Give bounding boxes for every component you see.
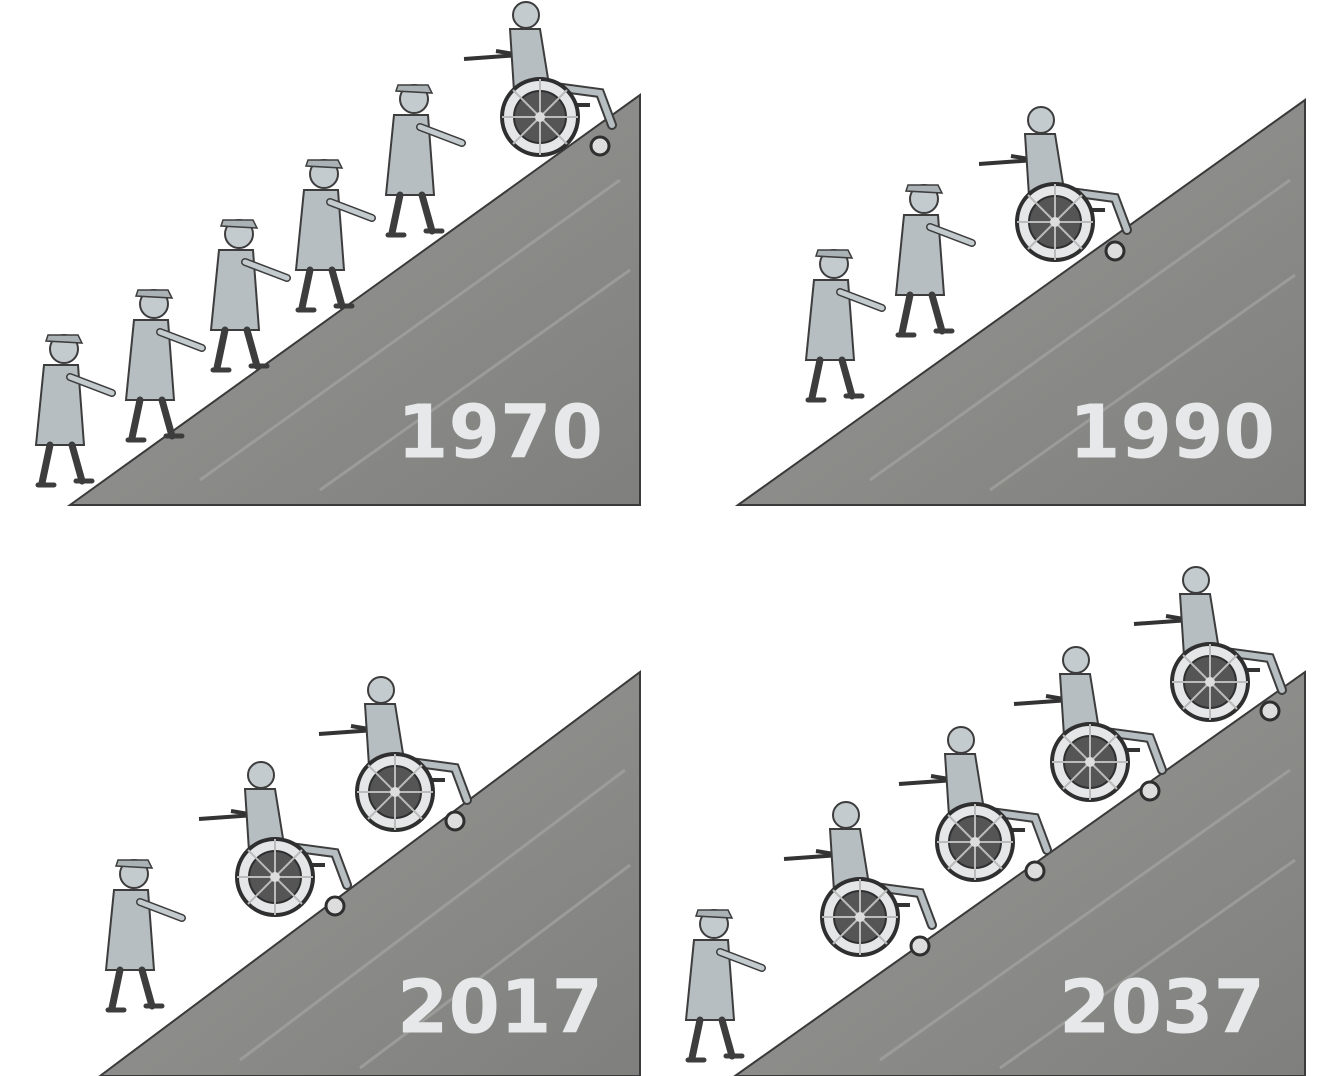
person xyxy=(211,220,287,370)
cartoon: 1970 1990 2017 2037 xyxy=(0,0,1325,1076)
year-label: 1970 xyxy=(397,390,603,476)
wheelchair xyxy=(1014,647,1162,800)
panel: 2017 xyxy=(100,672,640,1076)
year-label: 1990 xyxy=(1069,390,1275,476)
wheelchair xyxy=(319,677,467,830)
page: 1970 1990 2017 2037 (() => { const data … xyxy=(0,0,1325,1076)
person xyxy=(806,250,882,400)
person xyxy=(36,335,112,485)
panel: 2037 xyxy=(686,567,1305,1076)
person xyxy=(106,860,182,1010)
person xyxy=(686,910,762,1060)
person xyxy=(296,160,372,310)
wheelchair xyxy=(1134,567,1282,720)
person xyxy=(386,85,462,235)
wheelchair xyxy=(979,107,1127,260)
wheelchair xyxy=(199,762,347,915)
wheelchair xyxy=(784,802,932,955)
wheelchair xyxy=(899,727,1047,880)
year-label: 2017 xyxy=(397,965,603,1051)
person xyxy=(896,185,972,335)
panel: 1970 xyxy=(36,2,640,505)
panel: 1990 xyxy=(738,100,1305,505)
year-label: 2037 xyxy=(1059,965,1265,1051)
